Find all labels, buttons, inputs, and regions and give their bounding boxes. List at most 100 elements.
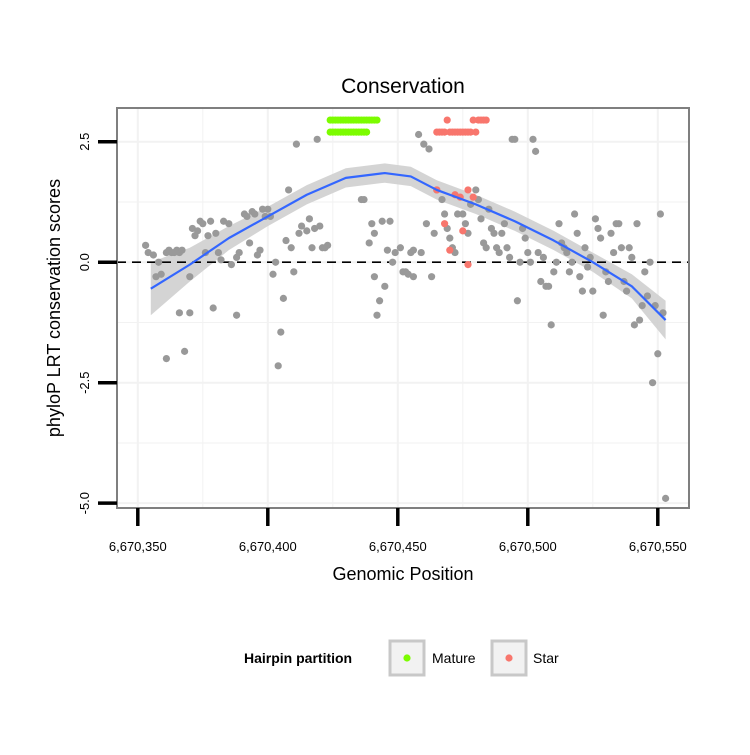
point-star (464, 261, 472, 269)
point-star (446, 246, 454, 254)
point-other (207, 217, 215, 225)
point-other (571, 210, 579, 218)
point-other (303, 227, 311, 235)
smooth-line (150, 171, 667, 321)
point-other (396, 244, 404, 252)
point-other (391, 248, 399, 257)
point-other (646, 258, 654, 266)
point-other (272, 258, 280, 266)
point-other (292, 140, 300, 148)
point-other (370, 273, 378, 281)
point-other (461, 220, 469, 228)
point-other (204, 232, 212, 240)
x-tick-label: 6,670,500 (499, 539, 557, 554)
x-tick-label: 6,670,550 (629, 539, 687, 554)
point-other (214, 248, 222, 257)
point-other (417, 248, 425, 257)
legend-title: Hairpin partition (244, 650, 352, 666)
point-other (376, 297, 384, 305)
point-star (441, 128, 449, 136)
point-other (233, 311, 241, 319)
point-other (298, 222, 306, 230)
point-other (638, 301, 646, 310)
point-other (420, 140, 428, 148)
point-other (225, 220, 233, 228)
chart-title: Conservation (341, 75, 465, 98)
point-other (259, 205, 267, 213)
point-other (422, 220, 430, 228)
point-other (305, 215, 313, 223)
point-other (199, 220, 207, 228)
point-other (409, 273, 417, 281)
point-other (178, 246, 186, 254)
point-other (643, 292, 652, 300)
point-other (495, 248, 503, 257)
point-other (157, 270, 165, 278)
point-other (279, 294, 287, 302)
point-other (500, 220, 508, 228)
confidence-band-layer (150, 163, 666, 340)
point-other (441, 210, 449, 218)
point-other (503, 244, 511, 252)
legend-label-mature: Mature (432, 650, 476, 666)
point-other (217, 256, 225, 264)
point-other (591, 215, 600, 223)
point-other (383, 246, 391, 254)
point-star (459, 227, 467, 235)
point-other (565, 268, 574, 276)
point-other (511, 135, 519, 143)
point-other (610, 248, 618, 257)
y-tick-label: -2.5 (77, 371, 92, 393)
point-other (599, 311, 607, 319)
point-star (482, 116, 490, 124)
point-other (568, 258, 576, 266)
point-other (274, 362, 282, 370)
y-tick-label: 0.0 (77, 253, 92, 271)
point-other (550, 268, 558, 276)
point-other (142, 241, 150, 249)
point-other (378, 217, 386, 225)
point-other (264, 205, 272, 213)
point-other (438, 195, 446, 204)
point-star (472, 128, 480, 136)
point-star (464, 186, 472, 194)
point-other (428, 273, 436, 281)
legend-label-star: Star (533, 650, 559, 666)
point-other (186, 309, 194, 317)
point-other (490, 229, 498, 237)
point-other (604, 277, 613, 286)
point-other (534, 248, 542, 257)
point-other (563, 248, 571, 257)
point-other (555, 220, 563, 228)
point-other (482, 244, 490, 252)
point-other (545, 282, 553, 290)
point-other (623, 287, 631, 295)
legend-item-star: Star (490, 639, 559, 677)
point-other (373, 311, 381, 319)
x-axis: 6,670,350 6,670,400 6,670,450 6,670,500 6,67… (109, 508, 687, 554)
point-other (313, 135, 321, 143)
y-axis-title: phyloP LRT conservation scores (44, 179, 64, 437)
point-other (649, 379, 657, 387)
point-other (498, 229, 506, 237)
point-star (443, 116, 451, 124)
point-other (625, 244, 633, 252)
x-tick-label: 6,670,450 (369, 539, 427, 554)
legend-item-mature: Mature (388, 639, 476, 677)
point-other (282, 236, 290, 245)
point-other (630, 321, 639, 329)
point-other (576, 273, 584, 281)
point-other (654, 350, 662, 358)
point-other (287, 244, 295, 252)
point-other (277, 328, 285, 336)
point-other (547, 321, 555, 329)
point-other (324, 241, 332, 249)
point-other (256, 246, 264, 254)
point-other (316, 222, 324, 230)
y-tick-label: 2.5 (77, 133, 92, 151)
legend: Hairpin partition Mature Star (244, 639, 559, 677)
point-other (295, 229, 303, 237)
point-other (386, 217, 394, 225)
point-other (615, 220, 623, 228)
